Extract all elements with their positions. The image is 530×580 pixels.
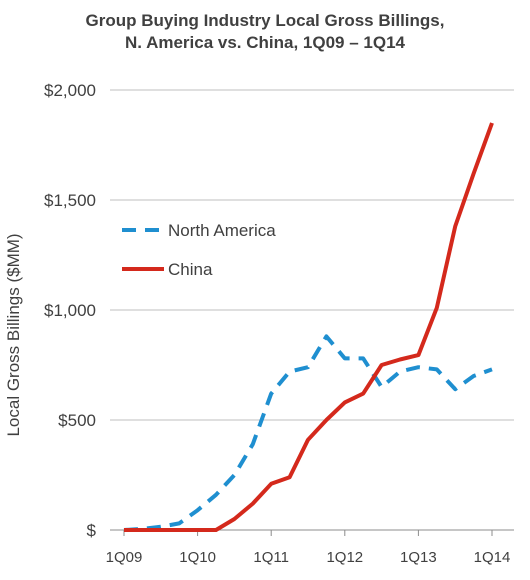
x-tick-label: 1Q13 [400,549,437,566]
y-tick-label: $1,000 [44,301,96,320]
legend-label: China [168,260,213,279]
y-axis-ticks: $ $500 $1,000 $1,500 $2,000 [44,81,97,540]
chart-title: Group Buying Industry Local Gross Billin… [0,10,530,54]
x-tick-label: 1Q10 [179,549,216,566]
y-tick-label: $1,500 [44,191,96,210]
chart-title-line-1: Group Buying Industry Local Gross Billin… [85,11,445,30]
y-tick-label: $500 [58,411,96,430]
series-line-north-america [123,334,493,532]
y-tick-label: $2,000 [44,81,96,100]
gridlines [110,89,514,421]
y-tick-label: $ [87,521,97,540]
y-axis-label: Local Gross Billings ($MM) [4,233,23,436]
x-tick-label: 1Q14 [474,549,511,566]
x-tick-label: 1Q09 [106,549,143,566]
legend-label: North America [168,221,276,240]
series-line-china [124,122,494,532]
x-tick-label: 1Q12 [326,549,363,566]
legend: North America China [122,221,276,279]
chart-title-line-2: N. America vs. China, 1Q09 – 1Q14 [124,33,405,52]
series-lines [123,122,494,532]
x-axis-ticks: 1Q09 1Q10 1Q11 1Q12 1Q13 1Q14 [106,530,511,566]
x-tick-label: 1Q11 [253,549,289,566]
